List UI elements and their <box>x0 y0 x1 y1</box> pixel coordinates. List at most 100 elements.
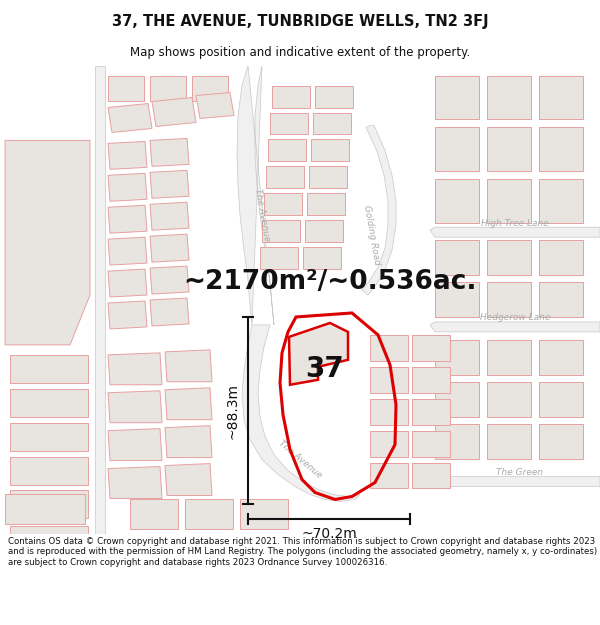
Polygon shape <box>430 322 600 332</box>
Polygon shape <box>150 138 189 166</box>
Polygon shape <box>487 282 531 317</box>
Polygon shape <box>150 298 189 326</box>
Polygon shape <box>435 282 479 317</box>
Polygon shape <box>264 193 302 215</box>
Text: Golding Road: Golding Road <box>362 204 382 266</box>
Polygon shape <box>10 355 88 382</box>
Polygon shape <box>150 76 186 101</box>
Text: Hedgerow Lane: Hedgerow Lane <box>480 314 550 322</box>
Polygon shape <box>10 526 88 534</box>
Polygon shape <box>412 335 450 361</box>
Polygon shape <box>272 86 310 107</box>
Polygon shape <box>370 462 408 489</box>
Text: Contains OS data © Crown copyright and database right 2021. This information is : Contains OS data © Crown copyright and d… <box>8 537 597 567</box>
Polygon shape <box>150 266 189 294</box>
Text: 37: 37 <box>305 355 344 383</box>
Polygon shape <box>10 422 88 451</box>
Polygon shape <box>315 86 353 107</box>
Polygon shape <box>539 340 583 375</box>
Polygon shape <box>150 202 189 230</box>
Polygon shape <box>108 104 152 132</box>
Polygon shape <box>370 367 408 392</box>
Text: ~2170m²/~0.536ac.: ~2170m²/~0.536ac. <box>183 269 477 295</box>
Polygon shape <box>539 76 583 119</box>
Polygon shape <box>266 166 304 188</box>
Polygon shape <box>412 399 450 424</box>
Polygon shape <box>412 462 450 489</box>
Polygon shape <box>237 66 274 325</box>
Polygon shape <box>268 139 306 161</box>
Polygon shape <box>307 193 345 215</box>
Polygon shape <box>165 350 212 382</box>
Polygon shape <box>95 66 105 534</box>
Polygon shape <box>108 76 144 101</box>
Polygon shape <box>487 179 531 223</box>
Polygon shape <box>370 399 408 424</box>
Polygon shape <box>108 237 147 265</box>
Polygon shape <box>487 127 531 171</box>
Polygon shape <box>435 424 479 459</box>
Polygon shape <box>10 457 88 484</box>
Polygon shape <box>435 76 479 119</box>
Text: ~70.2m: ~70.2m <box>301 528 357 541</box>
Polygon shape <box>108 205 147 233</box>
Polygon shape <box>539 282 583 317</box>
Polygon shape <box>539 127 583 171</box>
Polygon shape <box>10 491 88 518</box>
Polygon shape <box>539 240 583 275</box>
Polygon shape <box>435 382 479 417</box>
Text: Map shows position and indicative extent of the property.: Map shows position and indicative extent… <box>130 46 470 59</box>
Polygon shape <box>165 388 212 419</box>
Polygon shape <box>108 301 147 329</box>
Polygon shape <box>108 429 162 461</box>
Polygon shape <box>196 92 234 119</box>
Polygon shape <box>5 494 85 524</box>
Polygon shape <box>240 499 288 529</box>
Polygon shape <box>165 426 212 458</box>
Polygon shape <box>108 269 147 297</box>
Polygon shape <box>150 234 189 262</box>
Polygon shape <box>435 179 479 223</box>
Polygon shape <box>289 323 348 385</box>
Text: The Avenue: The Avenue <box>277 439 323 480</box>
Polygon shape <box>435 127 479 171</box>
Polygon shape <box>262 220 300 242</box>
Polygon shape <box>10 389 88 417</box>
Polygon shape <box>370 335 408 361</box>
Polygon shape <box>150 171 189 198</box>
Polygon shape <box>487 76 531 119</box>
Polygon shape <box>242 325 360 501</box>
Polygon shape <box>487 382 531 417</box>
Polygon shape <box>152 98 196 126</box>
Polygon shape <box>362 126 396 295</box>
Polygon shape <box>430 228 600 237</box>
Polygon shape <box>487 424 531 459</box>
Polygon shape <box>108 391 162 422</box>
Polygon shape <box>5 141 90 345</box>
Polygon shape <box>430 476 600 486</box>
Polygon shape <box>539 382 583 417</box>
Polygon shape <box>435 340 479 375</box>
Text: The Green: The Green <box>496 468 544 477</box>
Polygon shape <box>487 340 531 375</box>
Polygon shape <box>270 112 308 134</box>
Polygon shape <box>108 353 162 385</box>
Polygon shape <box>309 166 347 188</box>
Polygon shape <box>539 424 583 459</box>
Polygon shape <box>108 173 147 201</box>
Polygon shape <box>108 141 147 169</box>
Polygon shape <box>412 367 450 392</box>
Polygon shape <box>305 220 343 242</box>
Text: The Avenue: The Avenue <box>253 188 271 242</box>
Polygon shape <box>130 499 178 529</box>
Polygon shape <box>311 139 349 161</box>
Polygon shape <box>192 76 228 101</box>
Text: ~88.3m: ~88.3m <box>226 382 240 439</box>
Polygon shape <box>539 179 583 223</box>
Polygon shape <box>108 466 162 499</box>
Polygon shape <box>165 464 212 496</box>
Polygon shape <box>412 431 450 457</box>
Polygon shape <box>303 247 341 269</box>
Polygon shape <box>313 112 351 134</box>
Polygon shape <box>435 240 479 275</box>
